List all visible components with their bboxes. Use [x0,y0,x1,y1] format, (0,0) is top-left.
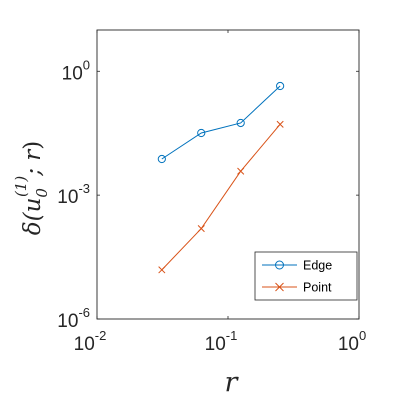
tick-marks [96,30,360,320]
series-line-point [161,123,281,271]
y-tick-label: 10-3 [57,181,90,208]
data-point-edge [157,154,166,164]
legend-box [254,251,358,301]
y-tick-labels: 10-6 10-3 100 [57,57,90,332]
series-point [158,120,284,274]
legend: Edge Point [254,251,358,301]
series-line-edge [161,85,281,160]
legend-marker-edge [275,260,284,270]
data-point-point [197,225,205,233]
y-tick-label: 100 [62,57,90,84]
series-layer [157,81,285,274]
legend-entry-point: Point [262,281,332,295]
x-tick-labels: 10-2 10-1 100 [74,328,367,355]
x-tick-label: 10-1 [205,328,238,355]
data-point-point [158,266,166,274]
data-point-edge [236,118,245,128]
y-tick-label: 10-6 [57,305,90,332]
data-point-point [237,167,245,175]
y-axis-label: δ(u0(1); r) [12,141,51,236]
legend-marker-point [275,282,284,292]
legend-label-point: Point [303,281,332,295]
data-point-point [276,120,284,128]
x-tick-label: 10-2 [74,328,107,355]
series-edge [157,81,285,164]
legend-label-edge: Edge [303,259,332,273]
x-tick-label: 100 [338,328,366,355]
data-point-edge [276,81,285,91]
legend-entry-edge: Edge [262,259,332,273]
data-point-edge [197,128,206,138]
x-axis-label: r [225,367,240,398]
